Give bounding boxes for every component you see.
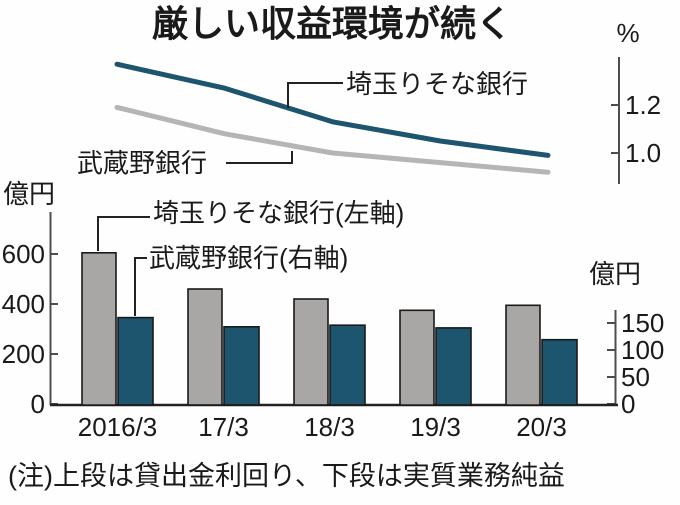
bar-groups [81,252,578,406]
rate-tick-label: 1.2 [625,90,661,120]
left-tick-label: 200 [2,339,45,369]
musashino-profit-bar [223,325,260,406]
musashino-profit-bar [435,327,472,406]
saitama-profit-bar [293,298,329,406]
musashino-bar-label: 武蔵野銀行(右軸) [149,243,348,273]
left-tick-label: 400 [2,289,45,319]
rate-lines [114,61,551,175]
saitama-bar-label: 埼玉りそな銀行(左軸) [153,198,404,228]
saitama-profit-bar [505,304,541,406]
rate-y-axis: 1.0 1.2 [611,57,661,184]
musashino-line-callout-leader [226,151,293,164]
saitama-line-label: 埼玉りそな銀行 [346,69,528,99]
saitama-line-callout-leader [287,82,343,108]
musashino-rate-line [114,104,551,175]
musashino-bar-callout-leader [134,257,147,316]
chart-title: 厳しい収益環境が続く [152,3,512,44]
percent-axis-unit-label: % [616,18,639,48]
rate-tick-label: 1.0 [625,138,661,168]
x-category-label: 19/3 [410,412,461,442]
x-category-label: 18/3 [304,412,355,442]
left-axis-unit-label: 億円 [3,179,55,209]
saitama-profit-bar [81,252,117,406]
x-category-label: 17/3 [198,412,249,442]
x-category-label: 20/3 [516,412,567,442]
saitama-profit-bar [399,309,435,406]
left-tick-label: 0 [31,389,45,419]
right-tick-label: 0 [621,389,635,419]
left-tick-label: 600 [2,239,45,269]
musashino-profit-bar [117,316,154,406]
musashino-line-label: 武蔵野銀行 [77,148,207,178]
saitama-profit-bar [187,288,223,406]
saitama-rate-line [114,61,551,158]
right-tick-label: 100 [621,335,664,365]
x-category-label: 2016/3 [78,412,158,442]
right-tick-label: 150 [621,308,664,338]
right-axis-unit-label: 億円 [589,259,641,289]
musashino-profit-bar [541,338,578,406]
bar-x-axis-labels: 2016/3 17/3 18/3 19/3 20/3 [78,412,567,442]
saitama-bar-callout-leader [97,216,150,251]
musashino-profit-bar [329,324,366,406]
lending-rate-line-chart: % 1.0 1.2 埼玉りそな銀行 武蔵野銀行 [77,18,661,184]
footnote: (注)上段は貸出金利回り、下段は実質業務純益 [8,461,565,491]
right-tick-label: 50 [621,362,650,392]
